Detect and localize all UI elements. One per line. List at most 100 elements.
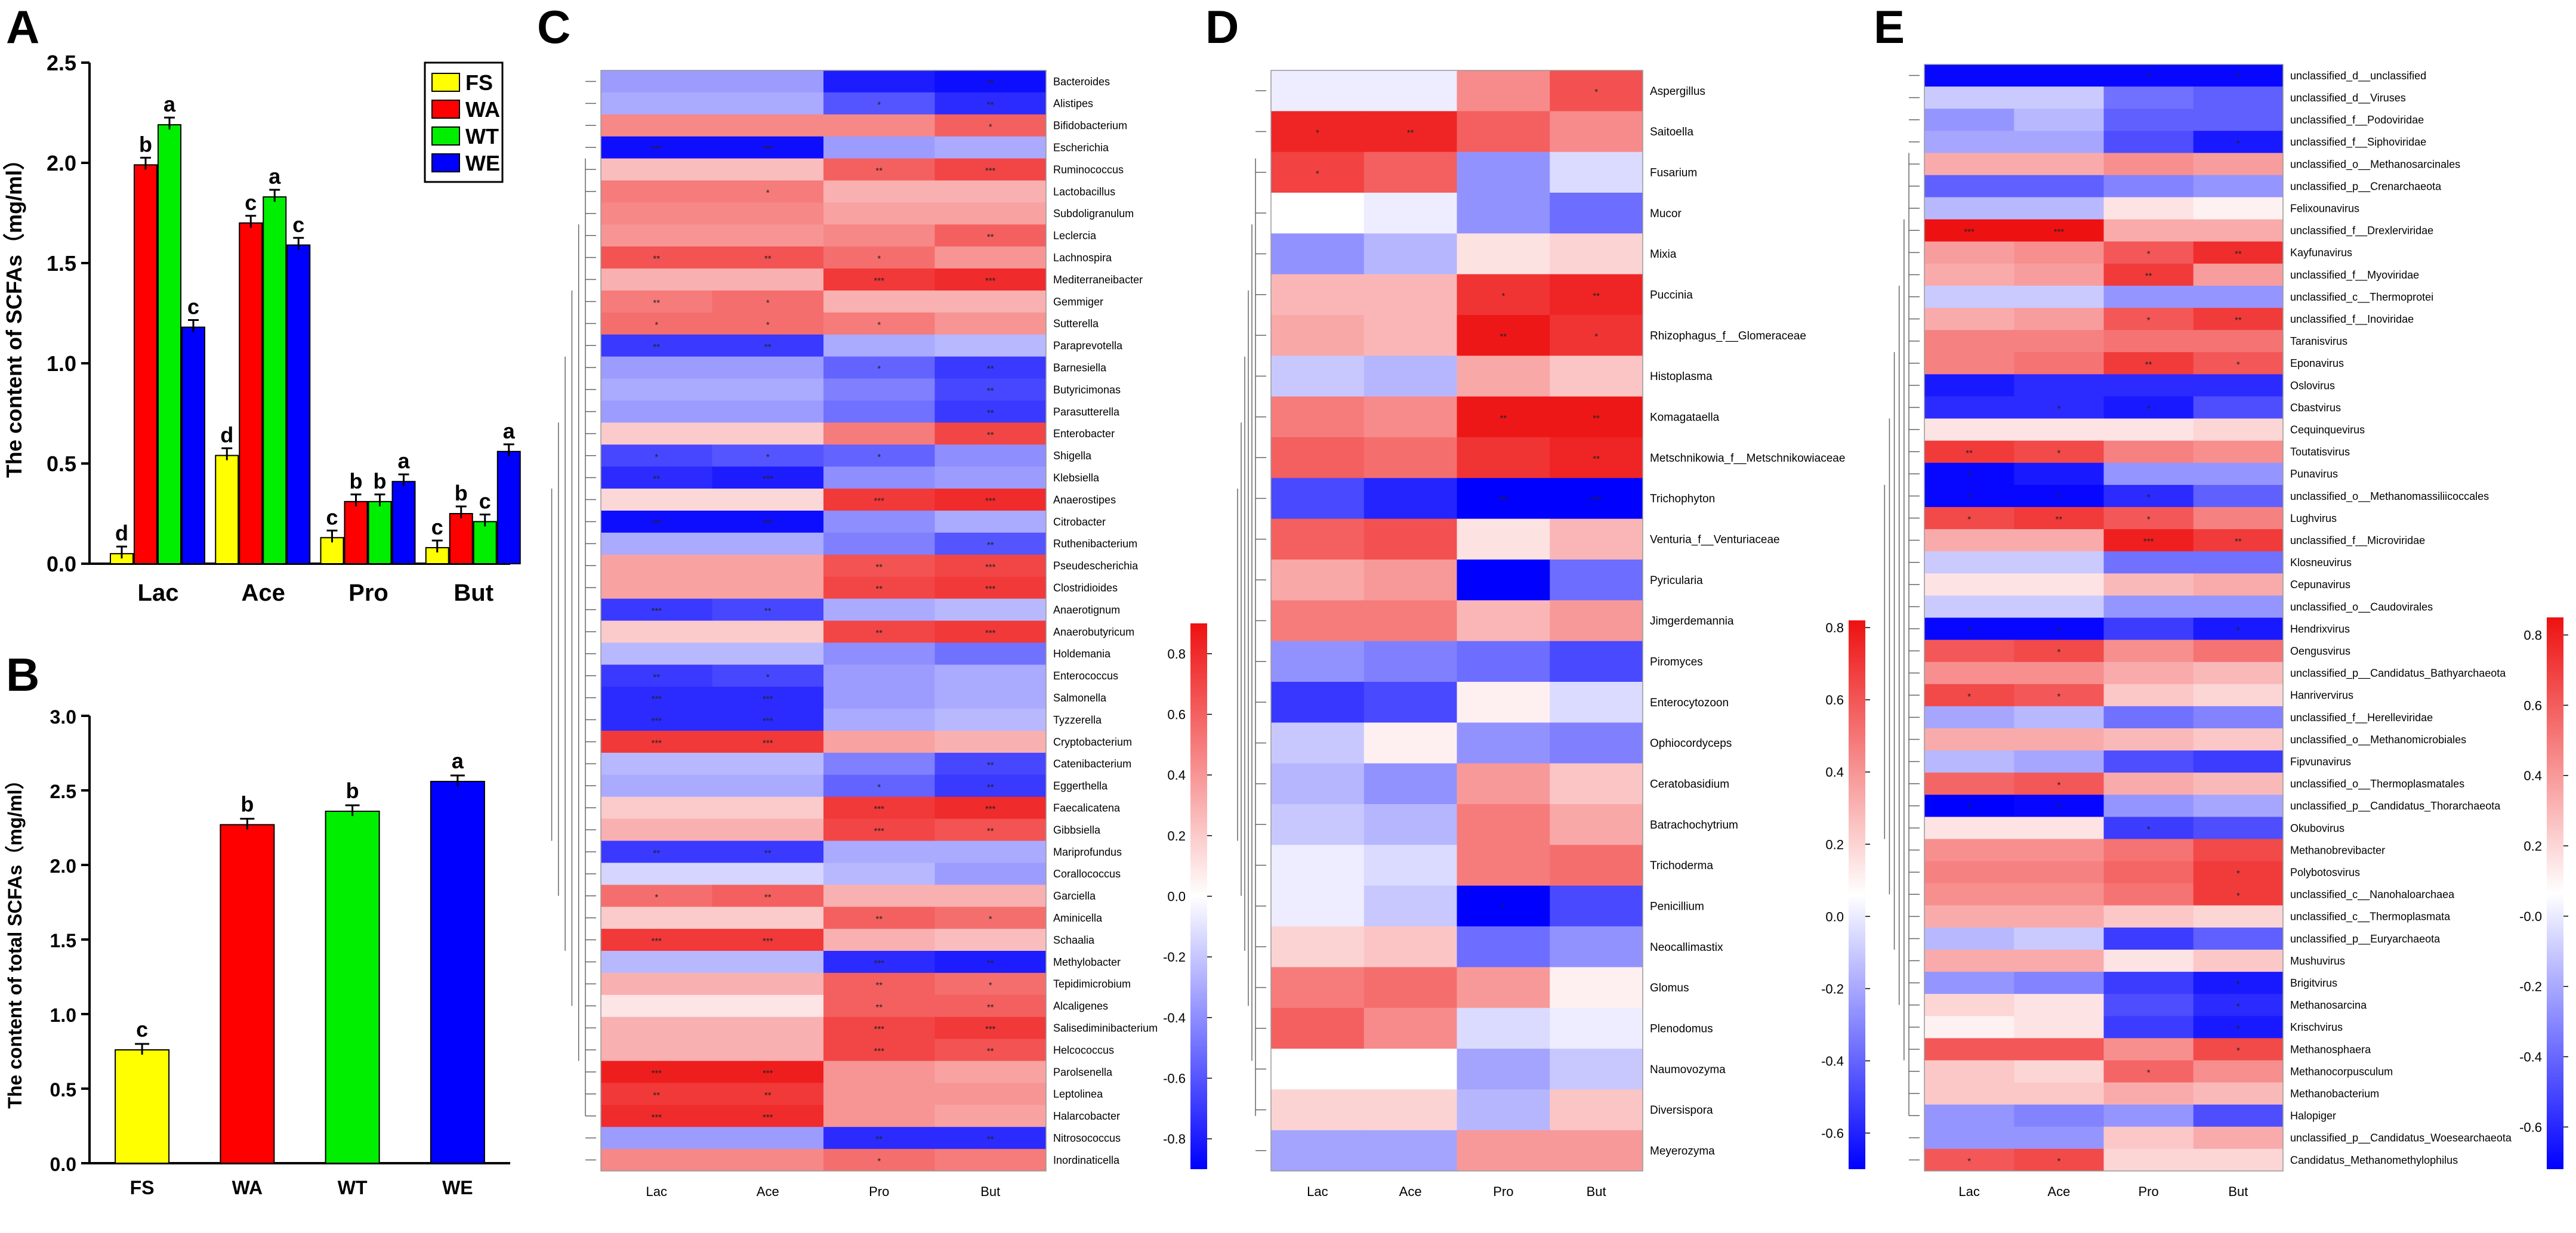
color-scale-label: -0.6: [1163, 1071, 1186, 1086]
row-label: Mariprofundus: [1053, 846, 1122, 858]
row-label: Anaerobutyricum: [1053, 626, 1134, 638]
heatmap-cell: [1271, 641, 1365, 682]
significance-stars: *: [877, 100, 881, 110]
heatmap-cell: [2193, 529, 2284, 552]
heatmap-cell: [2193, 817, 2284, 839]
row-label: Alistipes: [1053, 98, 1093, 110]
heatmap-cell: [1363, 152, 1457, 193]
heatmap-cell: [1924, 175, 2014, 198]
heatmap-cell: [823, 268, 935, 291]
significance-stars: **: [2145, 360, 2152, 370]
row-label: unclassified_f__Herelleviridae: [2290, 712, 2433, 724]
heatmap-cell: [1924, 197, 2014, 220]
heatmap-cell: [2014, 396, 2104, 419]
heatmap-cell: [1363, 1130, 1457, 1172]
row-label: Fipvunavirus: [2290, 756, 2351, 768]
heatmap-cell: [1924, 1082, 2014, 1105]
row-label: Escherichia: [1053, 141, 1109, 153]
heatmap-cell: [1924, 1016, 2014, 1039]
heatmap-cell: [1924, 1126, 2014, 1149]
heatmap-cell: [2193, 175, 2284, 198]
heatmap-cell: [601, 1127, 712, 1149]
significance-letter-b: a: [452, 749, 464, 773]
heatmap-cell: [823, 863, 935, 885]
heatmap-cell: [1924, 972, 2014, 994]
legend-swatch-a: [431, 100, 460, 119]
heatmap-cell: [2193, 153, 2284, 175]
heatmap-cell: [712, 466, 824, 489]
heatmap-cell: [1924, 662, 2014, 685]
heatmap-cell: [2193, 1038, 2284, 1061]
heatmap-cell: [1363, 682, 1457, 723]
column-label: But: [980, 1184, 1000, 1199]
significance-stars: ***: [874, 1046, 884, 1056]
row-label: Anaerotignum: [1053, 604, 1120, 616]
color-scale-label: -0.4: [1163, 1010, 1186, 1025]
bar-a: [368, 500, 392, 565]
y-axis-label-b: The content of total SCFAs（mg/ml）: [4, 770, 26, 1108]
heatmap-cell: [2103, 1126, 2194, 1149]
heatmap-cell: [1924, 263, 2014, 286]
heatmap-cell: [823, 752, 935, 775]
row-label: Trichophyton: [1650, 493, 1715, 505]
heatmap-cell: [2014, 927, 2104, 950]
heatmap-cell: [1363, 193, 1457, 234]
heatmap-cell: [823, 489, 935, 511]
heatmap-cell: [1924, 1038, 2014, 1061]
significance-stars: ***: [874, 276, 884, 286]
significance-stars: *: [2236, 979, 2240, 990]
heatmap-cell: [601, 268, 712, 291]
color-scale-label: 0.2: [2523, 839, 2542, 854]
heatmap-cell: [2193, 1104, 2284, 1127]
significance-stars: *: [1316, 169, 1319, 179]
row-label: Neocallimastix: [1650, 941, 1723, 954]
heatmap-cell: [1457, 885, 1550, 927]
heatmap-cell: [2103, 617, 2194, 641]
heatmap-cell: [712, 642, 824, 665]
heatmap-cell: [712, 554, 824, 577]
heatmap-cell: [712, 334, 824, 357]
row-label: Mediterraneibacter: [1053, 274, 1143, 286]
heatmap-cell: [823, 466, 935, 489]
y-tick-label-b: 3.0: [50, 706, 76, 728]
heatmap-cell: [2014, 662, 2104, 685]
heatmap-cell: [934, 1127, 1047, 1149]
row-label: Methanosphaera: [2290, 1043, 2371, 1055]
row-label: Holdemania: [1053, 648, 1111, 660]
heatmap-cell: [1550, 315, 1643, 356]
color-scale-label: 0.4: [1825, 765, 1844, 780]
heatmap-cell: [2193, 706, 2284, 729]
heatmap-cell: [2193, 639, 2284, 663]
heatmap-cell: [1924, 728, 2014, 751]
color-scale-label: 0.2: [1167, 829, 1186, 843]
row-label: Piromyces: [1650, 656, 1703, 668]
heatmap-cell: [2014, 507, 2104, 530]
color-scale-label: -0.2: [2519, 979, 2542, 994]
significance-stars: ***: [985, 496, 996, 506]
heatmap-cell: [712, 268, 824, 291]
heatmap-cell: [934, 136, 1047, 159]
significance-stars: ***: [874, 1024, 884, 1034]
heatmap-cell: [1924, 595, 2014, 618]
legend-swatch-a: [431, 153, 460, 172]
heatmap-cell: [2193, 950, 2284, 972]
row-label: Cepunavirus: [2290, 579, 2350, 591]
heatmap-cell: [1924, 573, 2014, 596]
heatmap-cell: [601, 532, 712, 555]
row-label: Pseudescherichia: [1053, 560, 1139, 572]
heatmap-cell: [1363, 356, 1457, 397]
heatmap-cell: [2103, 286, 2194, 308]
row-label: Ceratobasidium: [1650, 778, 1729, 790]
significance-stars: ***: [985, 804, 996, 814]
heatmap-cell: [2193, 330, 2284, 353]
x-tick-label-b: WT: [338, 1177, 368, 1198]
heatmap-cell: [601, 818, 712, 841]
heatmap-cell: [823, 907, 935, 929]
significance-stars: ***: [874, 804, 884, 814]
heatmap-cell: [2193, 440, 2284, 463]
heatmap-cell: [2103, 728, 2194, 751]
heatmap-cell: [1550, 763, 1643, 805]
heatmap-cell: [2103, 109, 2194, 131]
color-scale-label: -0.2: [1163, 950, 1186, 965]
significance-stars: *: [877, 254, 881, 264]
